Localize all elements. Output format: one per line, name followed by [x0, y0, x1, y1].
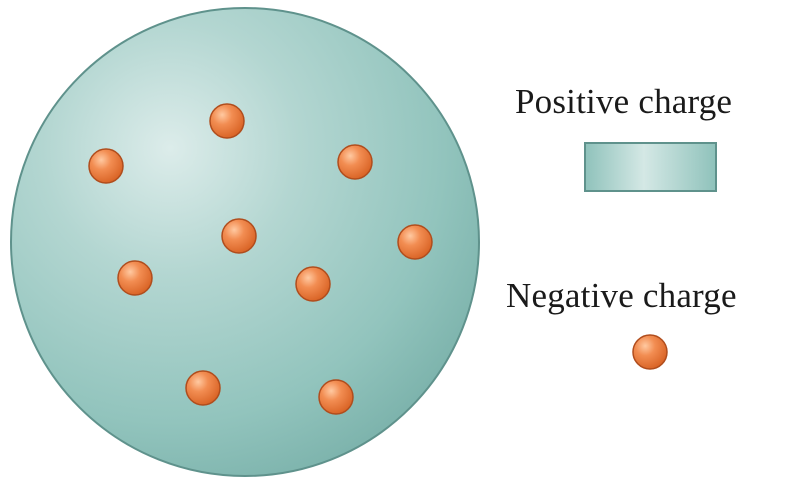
- electron: [209, 103, 245, 139]
- positive-charge-swatch: [584, 142, 717, 192]
- electrons-group: [88, 103, 433, 415]
- electron: [397, 224, 433, 260]
- electron: [117, 260, 153, 296]
- electron: [221, 218, 257, 254]
- positive-charge-label: Positive charge: [515, 82, 733, 121]
- negative-charge-swatch: [632, 334, 668, 370]
- electron: [88, 148, 124, 184]
- electron: [295, 266, 331, 302]
- negative-charge-label: Negative charge: [506, 276, 737, 315]
- electron: [337, 144, 373, 180]
- electron: [185, 370, 221, 406]
- electron: [318, 379, 354, 415]
